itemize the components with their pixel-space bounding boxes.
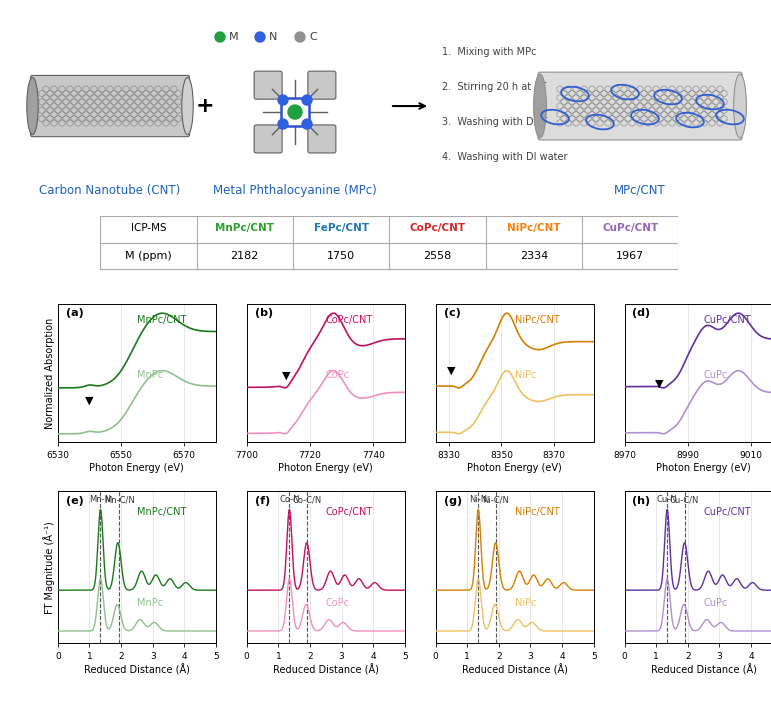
- Text: ▼: ▼: [85, 395, 94, 406]
- Text: 2.  Stirring 20 h at RT: 2. Stirring 20 h at RT: [442, 82, 546, 92]
- Text: Mn-N: Mn-N: [89, 495, 112, 504]
- Ellipse shape: [734, 74, 746, 138]
- Text: ▼: ▼: [282, 370, 291, 380]
- FancyBboxPatch shape: [538, 72, 742, 140]
- Text: CoPc/CNT: CoPc/CNT: [409, 223, 466, 233]
- Text: CoPc/CNT: CoPc/CNT: [325, 315, 373, 325]
- Text: 1750: 1750: [327, 251, 355, 261]
- Text: (f): (f): [254, 496, 270, 506]
- Text: Ni-C/N: Ni-C/N: [482, 495, 509, 504]
- Text: 1.  Mixing with MPc: 1. Mixing with MPc: [442, 47, 537, 57]
- Text: (g): (g): [443, 496, 462, 506]
- Text: Co-N: Co-N: [279, 495, 300, 504]
- Text: ▼: ▼: [655, 379, 664, 389]
- Y-axis label: FT Magnitude (Å⁻¹): FT Magnitude (Å⁻¹): [43, 521, 55, 614]
- Text: MnPc: MnPc: [137, 370, 163, 380]
- Text: (b): (b): [254, 308, 273, 318]
- Text: MnPc/CNT: MnPc/CNT: [137, 315, 187, 325]
- Circle shape: [288, 105, 302, 119]
- Text: Mn-C/N: Mn-C/N: [104, 495, 135, 504]
- FancyBboxPatch shape: [31, 76, 190, 136]
- Text: M (ppm): M (ppm): [125, 251, 172, 261]
- Text: (e): (e): [66, 496, 83, 506]
- Text: NiPc: NiPc: [514, 598, 536, 608]
- Text: 1967: 1967: [616, 251, 645, 261]
- X-axis label: Photon Energy (eV): Photon Energy (eV): [467, 462, 562, 473]
- X-axis label: Photon Energy (eV): Photon Energy (eV): [89, 462, 184, 473]
- X-axis label: Photon Energy (eV): Photon Energy (eV): [278, 462, 373, 473]
- Circle shape: [278, 95, 288, 105]
- Text: Co-C/N: Co-C/N: [292, 495, 322, 504]
- Ellipse shape: [182, 78, 194, 134]
- Text: NiPc/CNT: NiPc/CNT: [514, 506, 560, 517]
- Text: CuPc: CuPc: [703, 370, 728, 380]
- Circle shape: [255, 32, 265, 42]
- Text: Cu-N: Cu-N: [657, 495, 678, 504]
- Text: (h): (h): [632, 496, 651, 506]
- Text: Metal Phthalocyanine (MPc): Metal Phthalocyanine (MPc): [213, 184, 377, 197]
- Text: (a): (a): [66, 308, 83, 318]
- Text: MnPc/CNT: MnPc/CNT: [215, 223, 274, 233]
- Text: NiPc/CNT: NiPc/CNT: [514, 315, 560, 325]
- Text: 3.  Washing with DMF: 3. Washing with DMF: [442, 117, 547, 127]
- FancyBboxPatch shape: [308, 125, 336, 153]
- X-axis label: Reduced Distance (Å): Reduced Distance (Å): [273, 664, 379, 676]
- Text: CuPc/CNT: CuPc/CNT: [602, 223, 658, 233]
- X-axis label: Reduced Distance (Å): Reduced Distance (Å): [84, 664, 190, 676]
- Text: M: M: [229, 32, 239, 42]
- Text: +: +: [196, 96, 214, 116]
- FancyBboxPatch shape: [308, 71, 336, 99]
- Text: 2558: 2558: [423, 251, 452, 261]
- Text: FePc/CNT: FePc/CNT: [314, 223, 369, 233]
- Ellipse shape: [534, 74, 547, 138]
- Text: N: N: [269, 32, 278, 42]
- Y-axis label: Normalized Absorption: Normalized Absorption: [45, 317, 55, 428]
- Circle shape: [302, 95, 312, 105]
- Text: CoPc: CoPc: [325, 598, 350, 608]
- Text: CuPc: CuPc: [703, 598, 728, 608]
- Text: ICP-MS: ICP-MS: [130, 223, 167, 233]
- Text: CoPc: CoPc: [325, 370, 350, 380]
- Text: C: C: [309, 32, 317, 42]
- X-axis label: Reduced Distance (Å): Reduced Distance (Å): [462, 664, 567, 676]
- FancyBboxPatch shape: [254, 71, 282, 99]
- Text: ▼: ▼: [447, 366, 456, 375]
- Text: 2334: 2334: [520, 251, 548, 261]
- Circle shape: [302, 119, 312, 129]
- Text: MPc/CNT: MPc/CNT: [614, 184, 666, 197]
- Text: CoPc/CNT: CoPc/CNT: [325, 506, 373, 517]
- Text: NiPc/CNT: NiPc/CNT: [507, 223, 561, 233]
- FancyBboxPatch shape: [254, 125, 282, 153]
- Circle shape: [295, 32, 305, 42]
- Text: Ni-N: Ni-N: [470, 495, 487, 504]
- Text: (d): (d): [632, 308, 651, 318]
- Text: 4.  Washing with DI water: 4. Washing with DI water: [442, 152, 567, 162]
- Text: (c): (c): [443, 308, 460, 318]
- Text: Carbon Nanotube (CNT): Carbon Nanotube (CNT): [39, 184, 180, 197]
- X-axis label: Photon Energy (eV): Photon Energy (eV): [656, 462, 751, 473]
- Text: 2182: 2182: [231, 251, 259, 261]
- Text: MnPc/CNT: MnPc/CNT: [137, 506, 187, 517]
- Text: NiPc: NiPc: [514, 370, 536, 380]
- Text: CuPc/CNT: CuPc/CNT: [703, 315, 751, 325]
- X-axis label: Reduced Distance (Å): Reduced Distance (Å): [651, 664, 756, 676]
- Circle shape: [215, 32, 225, 42]
- Circle shape: [278, 119, 288, 129]
- Text: Cu-C/N: Cu-C/N: [670, 495, 699, 504]
- Ellipse shape: [27, 78, 39, 134]
- Text: MnPc: MnPc: [137, 598, 163, 608]
- Text: CuPc/CNT: CuPc/CNT: [703, 506, 751, 517]
